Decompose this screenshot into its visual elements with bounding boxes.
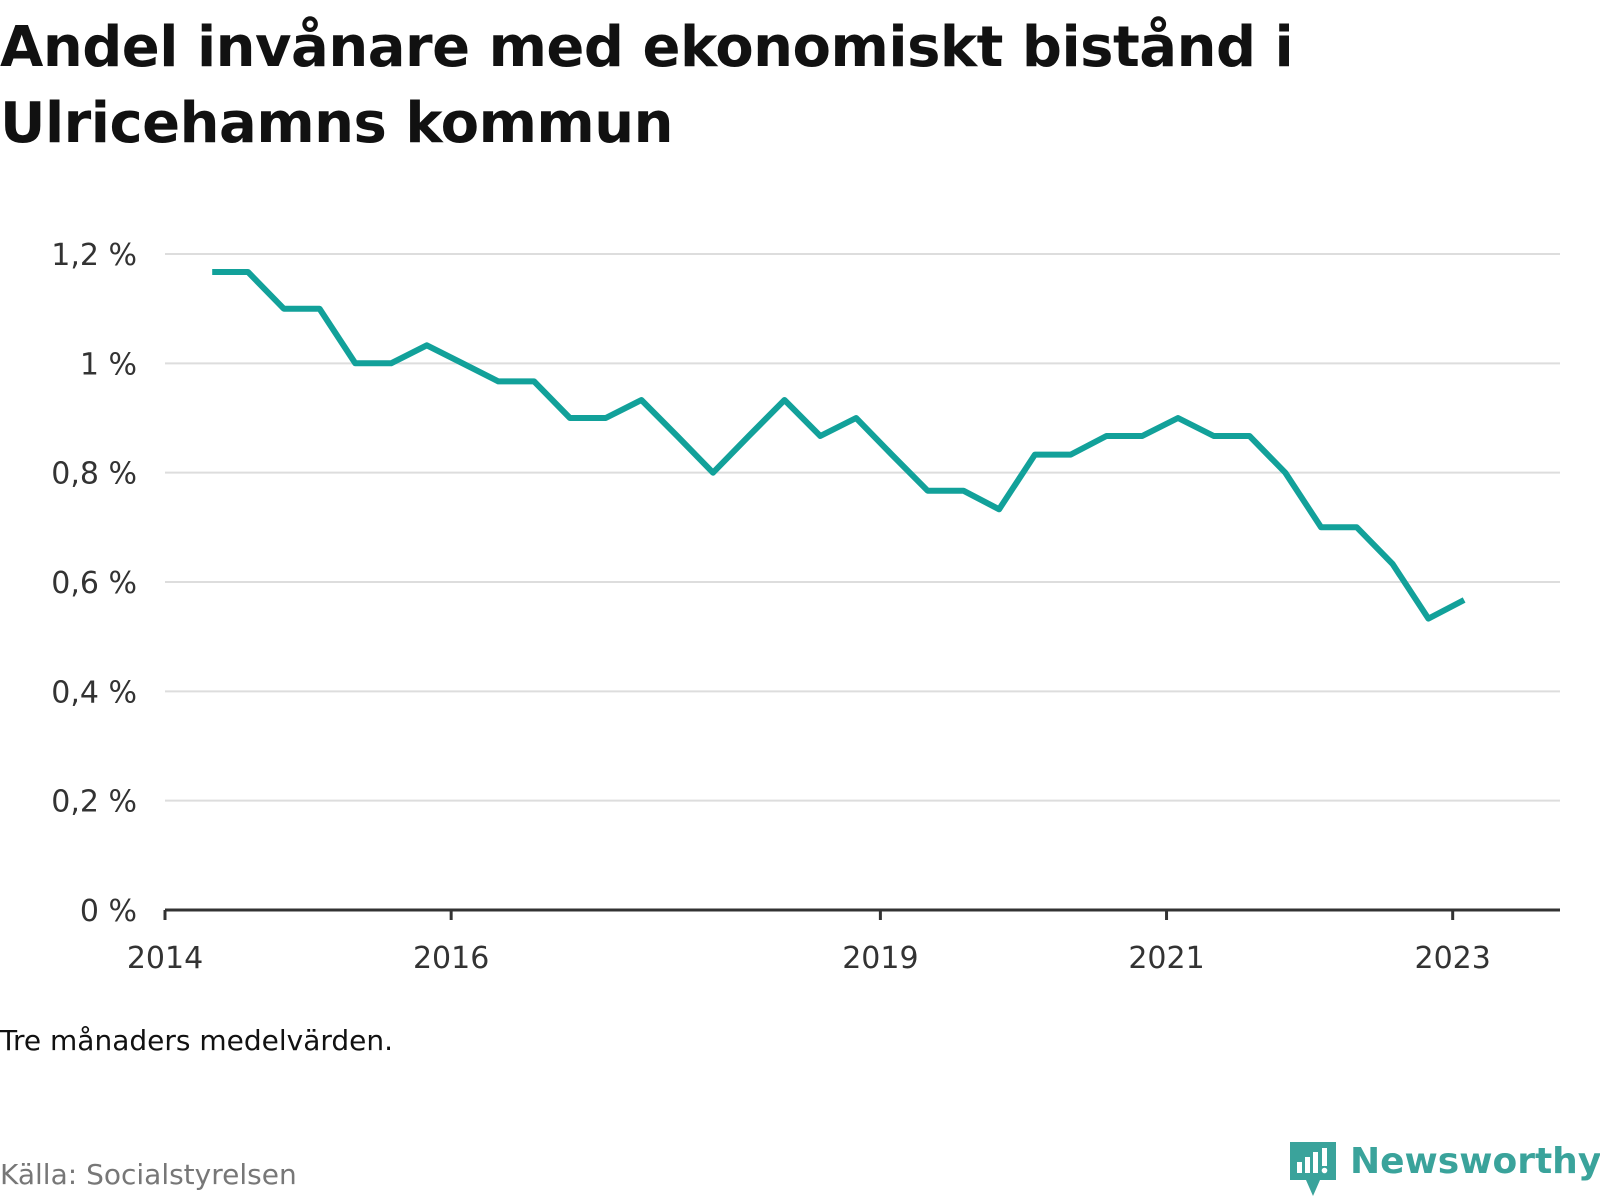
data-point bbox=[355, 363, 356, 364]
data-point bbox=[605, 418, 606, 419]
chart-title: Andel invånare med ekonomiskt bistånd i … bbox=[0, 15, 1294, 156]
brand-logo: Newsworthy bbox=[1288, 1140, 1600, 1200]
data-point bbox=[569, 418, 570, 419]
data-point bbox=[784, 399, 785, 400]
data-point bbox=[247, 272, 248, 273]
data-point bbox=[1142, 436, 1143, 437]
y-tick-label: 0,2 % bbox=[51, 785, 137, 820]
data-point bbox=[534, 381, 535, 382]
brand-name: Newsworthy bbox=[1350, 1141, 1600, 1182]
x-tick-label: 2014 bbox=[127, 941, 203, 976]
y-tick-label: 1 % bbox=[80, 347, 137, 382]
chart-note: Tre månaders medelvärden. bbox=[0, 1024, 394, 1057]
line-chart: 0 % 0,2 % 0,4 % 0,6 % 0,8 % 1 % 1,2 % 2014 2016… bbox=[51, 238, 1560, 976]
data-point bbox=[1285, 472, 1286, 473]
y-axis-ticks: 0 % 0,2 % 0,4 % 0,6 % 0,8 % 1 % 1,2 % bbox=[51, 238, 137, 929]
series-lines bbox=[212, 269, 1466, 622]
data-point bbox=[677, 436, 678, 437]
data-point bbox=[820, 436, 821, 437]
series-line bbox=[212, 269, 1466, 622]
data-point bbox=[1321, 527, 1322, 528]
data-point bbox=[1356, 527, 1357, 528]
data-point bbox=[641, 399, 642, 400]
data-point bbox=[498, 381, 499, 382]
data-point bbox=[1034, 454, 1035, 455]
data-point bbox=[212, 272, 213, 273]
y-tick-label: 0,6 % bbox=[51, 566, 137, 601]
data-point bbox=[319, 308, 320, 309]
data-point bbox=[748, 436, 749, 437]
x-tick-label: 2016 bbox=[413, 941, 489, 976]
data-point bbox=[462, 363, 463, 364]
data-point bbox=[712, 472, 713, 473]
data-point bbox=[426, 345, 427, 346]
data-point bbox=[856, 418, 857, 419]
x-tick-label: 2021 bbox=[1128, 941, 1204, 976]
y-tick-label: 0 % bbox=[80, 894, 137, 929]
data-point bbox=[1177, 418, 1178, 419]
y-tick-label: 0,8 % bbox=[51, 457, 137, 492]
data-point bbox=[1070, 454, 1071, 455]
newsworthy-logo-icon bbox=[1290, 1142, 1336, 1196]
x-tick-label: 2019 bbox=[842, 941, 918, 976]
source-credit: Källa: Socialstyrelsen bbox=[0, 1158, 297, 1191]
y-tick-label: 1,2 % bbox=[51, 238, 137, 273]
data-point bbox=[963, 490, 964, 491]
data-point bbox=[891, 454, 892, 455]
data-point bbox=[1213, 436, 1214, 437]
data-point bbox=[1249, 436, 1250, 437]
data-point bbox=[283, 308, 284, 309]
y-tick-label: 0,4 % bbox=[51, 675, 137, 710]
data-point bbox=[999, 509, 1000, 510]
data-point bbox=[1428, 618, 1429, 619]
data-point bbox=[1464, 600, 1465, 601]
data-point bbox=[927, 490, 928, 491]
data-point bbox=[391, 363, 392, 364]
data-point bbox=[1392, 563, 1393, 564]
x-axis: 2014 2016 2019 2021 2023 bbox=[127, 908, 1560, 976]
data-point bbox=[1106, 436, 1107, 437]
x-tick-label: 2023 bbox=[1415, 941, 1491, 976]
